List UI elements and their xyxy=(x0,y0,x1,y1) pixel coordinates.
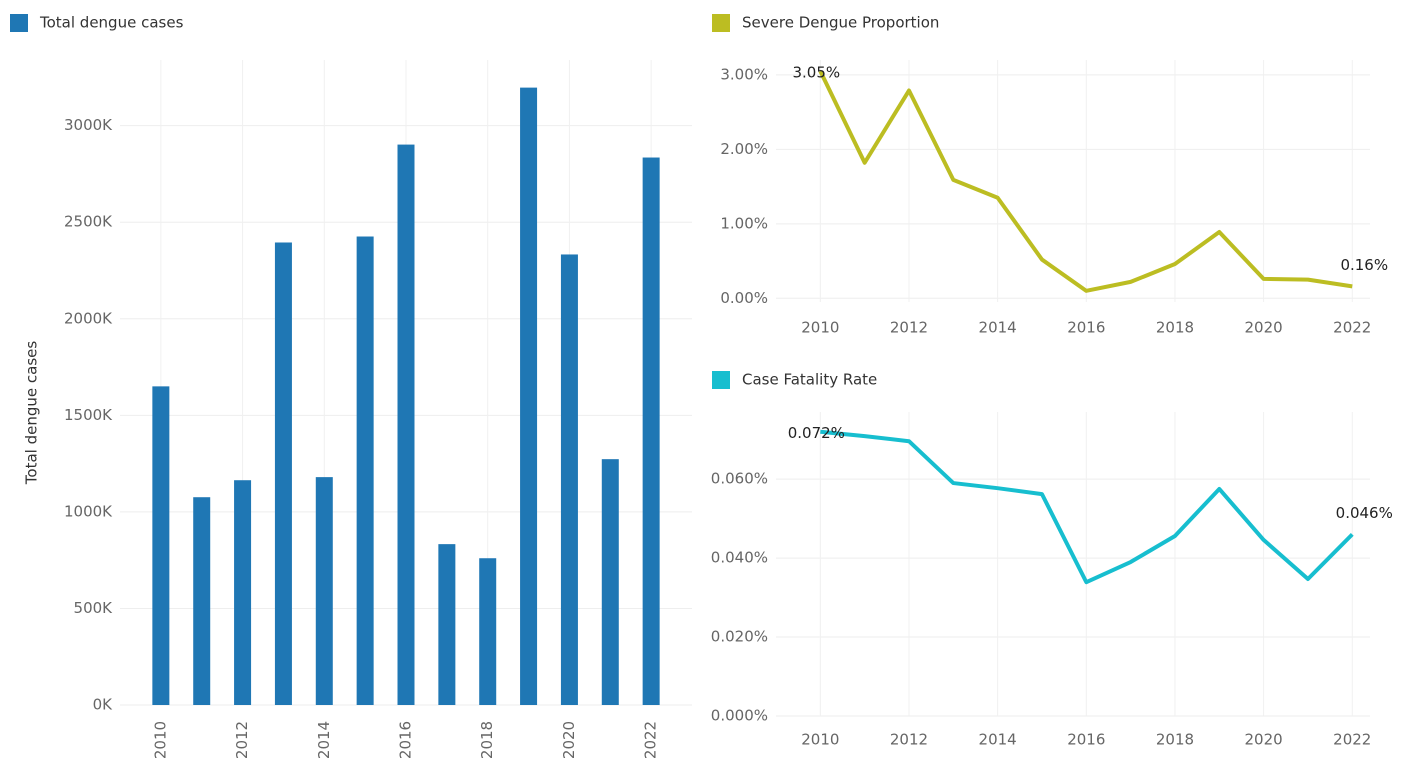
y-tick-label: 2500K xyxy=(64,213,113,231)
y-tick-label: 1000K xyxy=(64,502,113,520)
y-tick-label: 1.00% xyxy=(720,214,768,232)
y-tick-label: 0.00% xyxy=(720,289,768,307)
bar xyxy=(438,544,456,705)
x-tick-label: 2020 xyxy=(560,721,578,759)
x-tick-label: 2014 xyxy=(315,721,333,759)
bar xyxy=(356,236,374,705)
x-tick-label: 2016 xyxy=(1067,731,1105,749)
x-tick-label: 2022 xyxy=(1333,731,1371,749)
y-tick-label: 2.00% xyxy=(720,140,768,158)
bar xyxy=(520,87,538,705)
x-tick-label: 2020 xyxy=(1245,731,1283,749)
data-label: 0.046% xyxy=(1336,504,1393,522)
x-tick-label: 2018 xyxy=(1156,319,1194,337)
data-label: 0.16% xyxy=(1340,256,1388,274)
y-tick-label: 0.040% xyxy=(711,549,768,567)
x-tick-label: 2010 xyxy=(151,721,169,759)
x-tick-label: 2014 xyxy=(979,319,1017,337)
x-tick-label: 2018 xyxy=(1156,731,1194,749)
legend-label: Severe Dengue Proportion xyxy=(742,14,939,32)
x-tick-label: 2022 xyxy=(1333,319,1371,337)
y-axis-label: Total dengue cases xyxy=(23,341,41,486)
bar xyxy=(642,157,660,705)
x-tick-label: 2016 xyxy=(397,721,415,759)
x-tick-label: 2018 xyxy=(478,721,496,759)
legend-swatch xyxy=(712,371,730,389)
y-tick-label: 0.020% xyxy=(711,628,768,646)
y-tick-label: 1500K xyxy=(64,406,113,424)
legend-label: Case Fatality Rate xyxy=(742,371,877,389)
bar xyxy=(397,144,415,705)
y-tick-label: 0K xyxy=(93,696,114,714)
data-label: 0.072% xyxy=(788,424,845,442)
x-tick-label: 2012 xyxy=(890,731,928,749)
data-label: 3.05% xyxy=(793,64,841,82)
x-tick-label: 2014 xyxy=(979,731,1017,749)
bar xyxy=(479,558,497,705)
bar xyxy=(274,242,292,706)
x-tick-label: 2010 xyxy=(801,319,839,337)
legend-label: Total dengue cases xyxy=(39,14,184,32)
x-tick-label: 2016 xyxy=(1067,319,1105,337)
line xyxy=(820,429,1354,585)
x-tick-label: 2022 xyxy=(642,721,660,759)
bar xyxy=(193,497,211,705)
x-tick-label: 2020 xyxy=(1245,319,1283,337)
y-tick-label: 0.000% xyxy=(711,707,768,725)
bar xyxy=(601,459,619,705)
x-tick-label: 2012 xyxy=(890,319,928,337)
y-tick-label: 3000K xyxy=(64,116,113,134)
bar xyxy=(315,477,333,705)
line xyxy=(818,70,1353,293)
x-tick-label: 2010 xyxy=(801,731,839,749)
bar xyxy=(560,254,578,705)
bar xyxy=(152,386,170,705)
y-tick-label: 2000K xyxy=(64,309,113,327)
y-tick-label: 0.060% xyxy=(711,470,768,488)
legend-swatch xyxy=(10,14,28,32)
legend-swatch xyxy=(712,14,730,32)
y-tick-label: 3.00% xyxy=(720,65,768,83)
bar xyxy=(234,480,252,705)
y-tick-label: 500K xyxy=(74,599,114,617)
x-tick-label: 2012 xyxy=(233,721,251,759)
